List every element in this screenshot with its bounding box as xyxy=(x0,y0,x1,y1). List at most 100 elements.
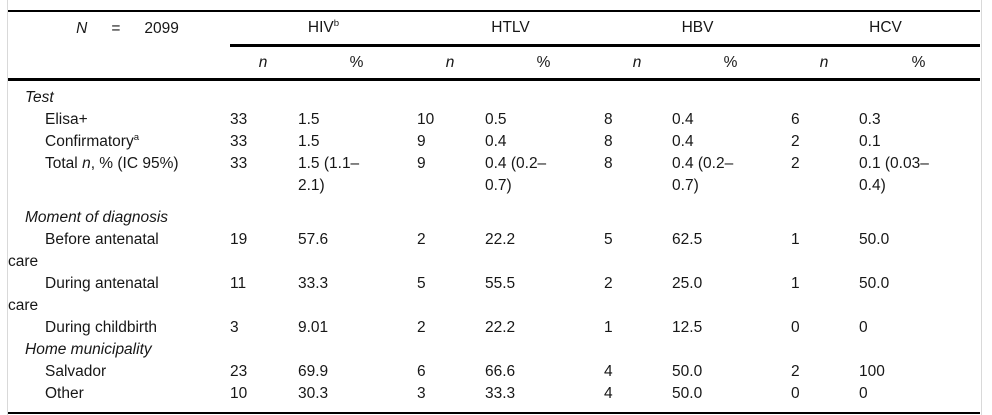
cell-hbv-pct: 12.5 xyxy=(672,319,703,336)
group-header-htlv: HTLV xyxy=(417,10,605,47)
cell-hbv-pct: 0.4 xyxy=(672,111,694,128)
cell-hbv-n: 8 xyxy=(604,111,613,128)
group-header-hiv: HIVb xyxy=(230,10,417,47)
cell-hcv-n: 1 xyxy=(791,231,800,248)
cell-hbv-n: 1 xyxy=(604,319,613,336)
row-label: Salvador xyxy=(8,361,230,383)
section-row-moment-of-diagnosis: Moment of diagnosis xyxy=(8,197,980,229)
subheader-pct-hcv: % xyxy=(857,45,981,81)
cell-hiv-n: 11 xyxy=(230,275,247,292)
group-label: HIV xyxy=(307,19,334,36)
row-label-text: Total xyxy=(45,155,83,172)
cell-hcv-n: 2 xyxy=(791,363,800,380)
data-row-during-childbirth: During childbirth 3 9.01 2 22.2 1 12.5 0… xyxy=(8,317,980,339)
cell-hiv-pct: 30.3 xyxy=(296,383,417,414)
group-label: HBV xyxy=(681,19,714,36)
cell-hiv-pct: 33.3 xyxy=(298,275,329,292)
group-header-hbv: HBV xyxy=(604,10,792,47)
footnote-marker-a: a xyxy=(133,131,140,143)
cell-hcv-pct: 0 xyxy=(857,383,981,414)
cell-hiv-pct: 69.9 xyxy=(298,363,329,380)
cell-hbv-pct: 0.4 (0.2–0.7) xyxy=(672,155,734,194)
row-label-text: During childbirth xyxy=(45,319,157,336)
cell-hcv-n: 2 xyxy=(791,133,800,150)
cell-hiv-n: 3 xyxy=(230,319,239,336)
cell-hiv-n: 33 xyxy=(230,155,248,172)
data-row-confirmatory: Confirmatorya 33 1.5 9 0.4 8 0.4 2 0.1 xyxy=(8,131,980,153)
subheader-pct-hiv: % xyxy=(296,45,417,81)
row-label: Confirmatorya xyxy=(8,131,230,153)
cell-htlv-pct: 0.5 xyxy=(485,111,507,128)
cell-hcv-n: 6 xyxy=(791,111,800,128)
row-label-text: , % (IC 95%) xyxy=(90,155,179,172)
section-empty-cells xyxy=(230,80,980,110)
cell-htlv-n: 5 xyxy=(417,275,426,292)
cell-hbv-n: 8 xyxy=(604,133,613,150)
cell-hiv-pct: 1.5 xyxy=(298,133,320,150)
section-label: Home municipality xyxy=(25,341,152,358)
data-row-salvador: Salvador 23 69.9 6 66.6 4 50.0 2 100 xyxy=(8,361,980,383)
cell-hiv-n: 33 xyxy=(230,111,248,128)
group-header-hcv: HCV xyxy=(791,10,981,47)
cell-hcv-pct: 50.0 xyxy=(859,231,890,248)
data-row-total: Total n, % (IC 95%) 33 1.5 (1.1–2.1) 9 0… xyxy=(8,153,980,197)
cell-htlv-pct: 0.4 (0.2–0.7) xyxy=(485,155,547,194)
cell-hiv-n: 23 xyxy=(230,363,248,380)
cell-hcv-pct: 0 xyxy=(859,319,868,336)
section-row-home-municipality: Home municipality xyxy=(8,339,980,361)
section-row-test: Test xyxy=(8,80,980,110)
cell-htlv-n: 2 xyxy=(417,319,426,336)
subheader-pct-hbv: % xyxy=(670,45,792,81)
subheader-n-hbv: n xyxy=(604,45,671,81)
row-label-text: Salvador xyxy=(45,363,107,380)
cell-hbv-pct: 0.4 xyxy=(672,133,694,150)
cell-htlv-pct: 55.5 xyxy=(485,275,516,292)
group-header-row: N = 2099 HIVb HTLV HBV HCV xyxy=(8,10,981,47)
n-total-value: 2099 xyxy=(144,19,179,37)
cell-hiv-pct: 1.5 (1.1–2.1) xyxy=(298,155,360,194)
cell-hbv-pct: 62.5 xyxy=(672,231,703,248)
cell-hbv-n: 8 xyxy=(604,155,613,172)
data-row-before-antenatal-care: Before antenatal care 19 57.6 2 22.2 5 6… xyxy=(8,229,980,273)
cell-htlv-pct: 0.4 xyxy=(485,133,507,150)
cell-hcv-pct: 0.3 xyxy=(859,111,881,128)
cell-hcv-n: 1 xyxy=(791,275,800,292)
cell-htlv-pct: 33.3 xyxy=(483,383,605,414)
cell-htlv-pct: 22.2 xyxy=(485,319,516,336)
seroprevalence-table: N = 2099 HIVb HTLV HBV HCV n % n xyxy=(8,10,981,414)
cell-htlv-n: 6 xyxy=(417,363,426,380)
cell-htlv-n: 3 xyxy=(417,383,483,414)
cell-hcv-n: 0 xyxy=(791,383,858,414)
row-label: During antenatal care xyxy=(8,273,230,317)
row-label: Before antenatal care xyxy=(8,229,230,273)
row-label-text: Elisa+ xyxy=(45,111,88,128)
equals-sign: = xyxy=(111,19,121,37)
row-label-text: Before antenatal care xyxy=(8,231,159,270)
cell-hbv-pct: 50.0 xyxy=(670,383,792,414)
cell-htlv-n: 10 xyxy=(417,111,435,128)
data-row-during-antenatal-care: During antenatal care 11 33.3 5 55.5 2 2… xyxy=(8,273,980,317)
cell-hbv-n: 2 xyxy=(604,275,613,292)
subheader-pct-htlv: % xyxy=(483,45,605,81)
cell-hcv-pct: 100 xyxy=(859,363,885,380)
cell-hcv-pct: 0.1 xyxy=(859,133,881,150)
group-label: HCV xyxy=(869,19,902,36)
table-frame: N = 2099 HIVb HTLV HBV HCV n % n xyxy=(7,0,982,415)
cell-hbv-n: 4 xyxy=(604,363,613,380)
cell-hiv-n: 19 xyxy=(230,231,248,248)
section-label: Test xyxy=(25,89,54,106)
cell-hbv-n: 5 xyxy=(604,231,613,248)
row-label-text: Other xyxy=(45,385,84,402)
cell-hbv-pct: 50.0 xyxy=(672,363,703,380)
cell-htlv-n: 9 xyxy=(417,133,426,150)
cell-hcv-n: 2 xyxy=(791,155,800,172)
row-label: Other xyxy=(8,383,230,414)
data-row-other: Other 10 30.3 3 33.3 4 50.0 0 0 xyxy=(8,383,981,414)
cell-hcv-pct: 50.0 xyxy=(859,275,890,292)
row-label-text: During antenatal care xyxy=(8,275,159,314)
sample-size-cell: N = 2099 xyxy=(8,10,230,46)
cell-htlv-pct: 22.2 xyxy=(485,231,516,248)
row-label: Elisa+ xyxy=(8,109,230,131)
cell-hcv-n: 0 xyxy=(791,319,800,336)
cell-hiv-n: 33 xyxy=(230,133,248,150)
